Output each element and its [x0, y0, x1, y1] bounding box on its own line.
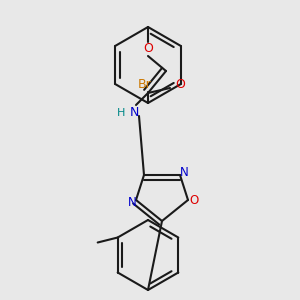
- Text: N: N: [129, 106, 139, 119]
- Text: N: N: [180, 167, 188, 179]
- Text: Br: Br: [138, 79, 152, 92]
- Text: H: H: [117, 108, 125, 118]
- Text: O: O: [143, 43, 153, 56]
- Text: N: N: [128, 196, 136, 208]
- Text: O: O: [189, 194, 199, 206]
- Text: O: O: [175, 79, 185, 92]
